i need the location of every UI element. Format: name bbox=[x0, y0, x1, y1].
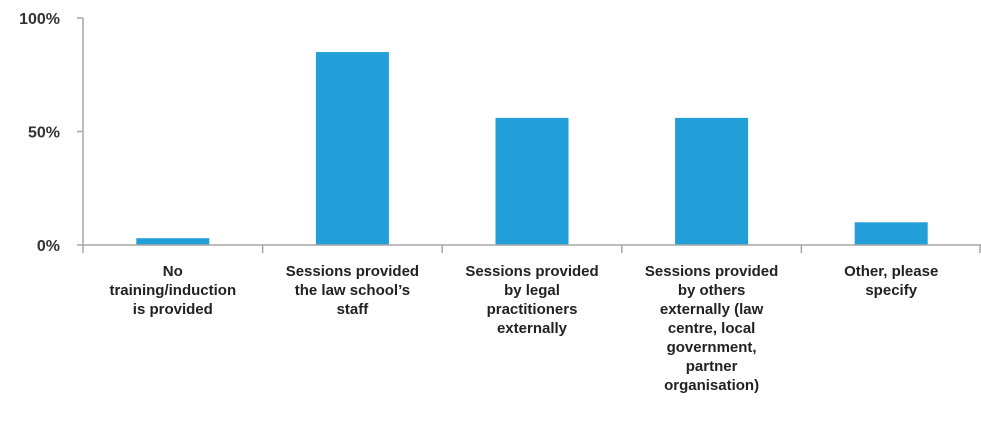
x-category-label-line: externally (law bbox=[660, 301, 764, 318]
x-category-label-line: No bbox=[163, 263, 183, 280]
x-category-label-line: organisation) bbox=[664, 377, 759, 394]
x-category-label-line: partner bbox=[686, 358, 738, 375]
x-category-label-line: Other, please bbox=[844, 263, 938, 280]
x-category-label-line: Sessions provided bbox=[465, 263, 598, 280]
x-category-label-line: Sessions provided bbox=[286, 263, 419, 280]
y-tick-label: 100% bbox=[19, 11, 60, 28]
x-category-label-line: centre, local bbox=[668, 320, 756, 337]
x-category-label: Sessions provided by legal practitioners ex… bbox=[465, 263, 598, 337]
x-category-label: Sessions provided the law school’s staff bbox=[286, 263, 419, 318]
bar bbox=[854, 222, 928, 245]
x-category-label-line: staff bbox=[337, 301, 370, 318]
x-category-label-line: specify bbox=[865, 282, 917, 299]
bar bbox=[315, 52, 389, 245]
x-category-label-line: government, bbox=[667, 339, 757, 356]
x-axis: No training/induction is provided Sessions … bbox=[82, 244, 981, 394]
x-category-label-line: is provided bbox=[133, 301, 213, 318]
y-tick-label: 50% bbox=[28, 125, 60, 142]
x-category-label-line: Sessions provided bbox=[645, 263, 778, 280]
x-category-label-line: training/induction bbox=[109, 282, 236, 299]
bars bbox=[136, 52, 928, 245]
y-axis: 0% 50% 100% bbox=[19, 11, 84, 255]
x-category-label-line: the law school’s bbox=[295, 282, 410, 299]
y-tick-label: 0% bbox=[37, 238, 60, 255]
x-category-label-line: externally bbox=[497, 320, 568, 337]
x-category-label-line: practitioners bbox=[487, 301, 578, 318]
x-category-label: Other, please specify bbox=[844, 263, 938, 299]
x-category-label-line: by others bbox=[678, 282, 746, 299]
x-category-label: No training/induction is provided bbox=[109, 263, 236, 318]
x-category-label: Sessions provided by others externally (la… bbox=[645, 263, 778, 394]
bar bbox=[136, 238, 210, 245]
bar bbox=[495, 117, 569, 245]
bar bbox=[675, 117, 749, 245]
x-category-label-line: by legal bbox=[504, 282, 560, 299]
